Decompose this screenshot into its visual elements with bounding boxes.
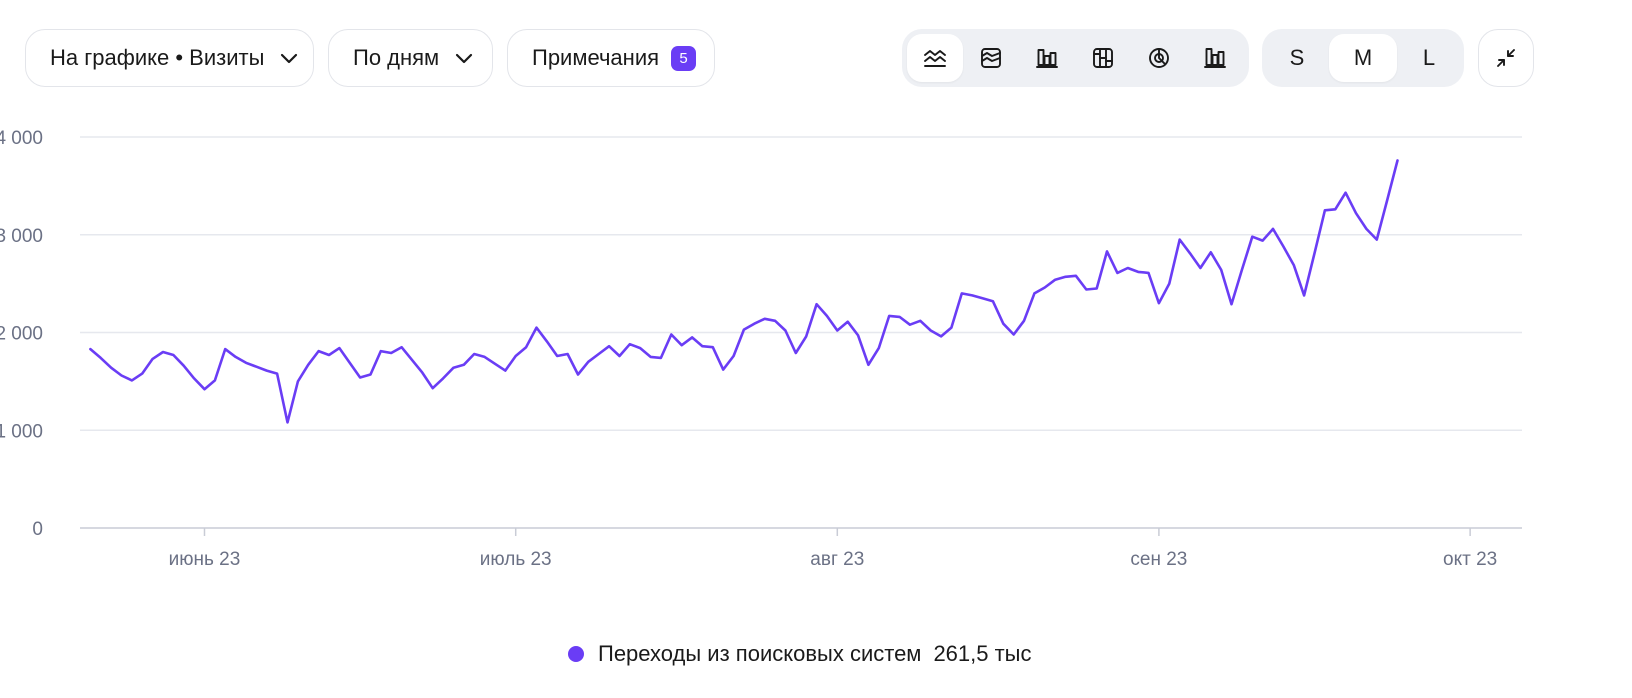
stacked-chart-icon[interactable]: [1075, 34, 1131, 82]
period-select-label: По дням: [353, 45, 440, 70]
size-l-button[interactable]: L: [1422, 45, 1436, 70]
chart-legend[interactable]: Переходы из поисковых систем 261,5 тыс: [568, 641, 1032, 667]
size-m-button[interactable]: M: [1329, 34, 1397, 82]
x-tick-label: июль 23: [480, 549, 552, 570]
line-chart: 0 1 000 2 000 3 000 4 000 июнь 23 июль 23 авг 2…: [0, 128, 1522, 570]
bar-chart-icon[interactable]: [1187, 34, 1243, 82]
y-tick-label: 2 000: [0, 324, 43, 345]
notes-count-badge: 5: [671, 45, 697, 71]
size-switcher: S M L: [1262, 29, 1464, 87]
legend-total: 261,5 тыс: [933, 641, 1032, 666]
chart-type-switcher: [902, 29, 1249, 87]
line-chart-icon[interactable]: [907, 34, 963, 82]
x-tick-label: окт 23: [1443, 549, 1497, 570]
notes-button[interactable]: Примечания 5: [507, 29, 715, 87]
metric-select[interactable]: На графике • Визиты: [25, 29, 314, 87]
chevron-down-icon: [453, 47, 475, 69]
y-tick-label: 0: [32, 519, 43, 540]
y-tick-label: 1 000: [0, 421, 43, 442]
notes-button-label: Примечания: [532, 45, 660, 70]
size-s-button[interactable]: S: [1289, 45, 1305, 70]
column-chart-icon[interactable]: [1019, 34, 1075, 82]
metric-select-label: На графике • Визиты: [50, 45, 265, 70]
y-tick-label: 3 000: [0, 226, 43, 247]
x-tick-label: сен 23: [1130, 549, 1187, 570]
pie-chart-icon[interactable]: [1131, 34, 1187, 82]
legend-label: Переходы из поисковых систем: [598, 641, 922, 666]
legend-dot: [568, 646, 584, 662]
collapse-button[interactable]: [1478, 29, 1534, 87]
collapse-icon: [1494, 46, 1518, 70]
period-select[interactable]: По дням: [328, 29, 493, 87]
y-tick-label: 4 000: [0, 128, 43, 149]
series-line: [89, 159, 1399, 424]
x-tick-label: июнь 23: [169, 549, 241, 570]
area-chart-icon[interactable]: [963, 34, 1019, 82]
chevron-down-icon: [278, 47, 300, 69]
x-tick-label: авг 23: [810, 549, 864, 570]
